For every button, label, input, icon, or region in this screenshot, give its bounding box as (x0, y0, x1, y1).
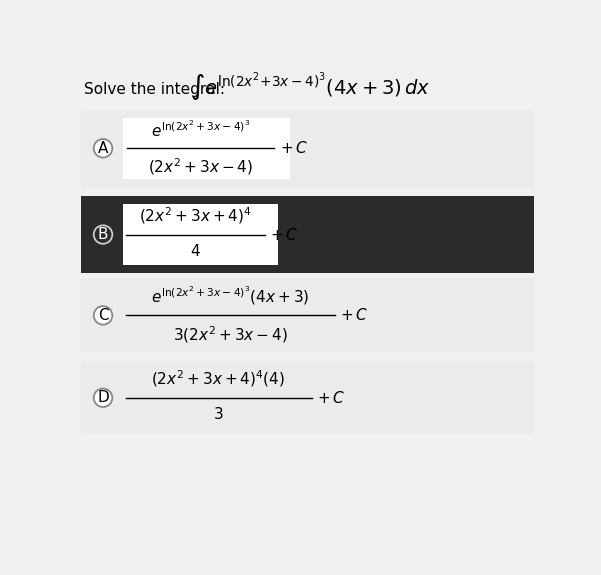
Text: $\int e^{\ln(2x^2\!+\!3x-4)^3}(4x+3)\,dx$: $\int e^{\ln(2x^2\!+\!3x-4)^3}(4x+3)\,dx… (190, 72, 430, 104)
Circle shape (94, 389, 112, 407)
FancyBboxPatch shape (123, 204, 278, 265)
Text: $e^{\ln(2x^2+3x-4)^3}(4x+3)$: $e^{\ln(2x^2+3x-4)^3}(4x+3)$ (151, 285, 310, 307)
Circle shape (94, 139, 112, 158)
Text: A: A (98, 141, 108, 156)
FancyBboxPatch shape (81, 278, 534, 351)
FancyBboxPatch shape (81, 361, 534, 434)
Text: $4$: $4$ (190, 243, 201, 259)
Circle shape (94, 306, 112, 325)
Text: $(2x^2+3x+4)^4$: $(2x^2+3x+4)^4$ (139, 205, 252, 226)
Text: $+\,C$: $+\,C$ (270, 227, 298, 243)
Text: $+\,C$: $+\,C$ (317, 390, 345, 406)
Text: D: D (97, 390, 109, 405)
Text: $(2x^2+3x-4)$: $(2x^2+3x-4)$ (148, 157, 253, 178)
Text: Solve the integral:: Solve the integral: (84, 82, 225, 97)
Text: $e^{\ln(2x^2+3x-4)^3}$: $e^{\ln(2x^2+3x-4)^3}$ (151, 119, 250, 140)
Text: $3(2x^2+3x-4)$: $3(2x^2+3x-4)$ (172, 324, 287, 344)
FancyBboxPatch shape (81, 196, 534, 273)
Text: $+\,C$: $+\,C$ (279, 140, 308, 156)
Text: $3$: $3$ (213, 407, 224, 422)
FancyBboxPatch shape (123, 117, 290, 179)
Text: $+\,C$: $+\,C$ (340, 308, 368, 323)
FancyBboxPatch shape (81, 110, 534, 187)
Text: $(2x^2+3x+4)^4(4)$: $(2x^2+3x+4)^4(4)$ (151, 369, 285, 389)
Text: C: C (98, 308, 108, 323)
Text: B: B (98, 227, 108, 242)
Circle shape (94, 225, 112, 244)
